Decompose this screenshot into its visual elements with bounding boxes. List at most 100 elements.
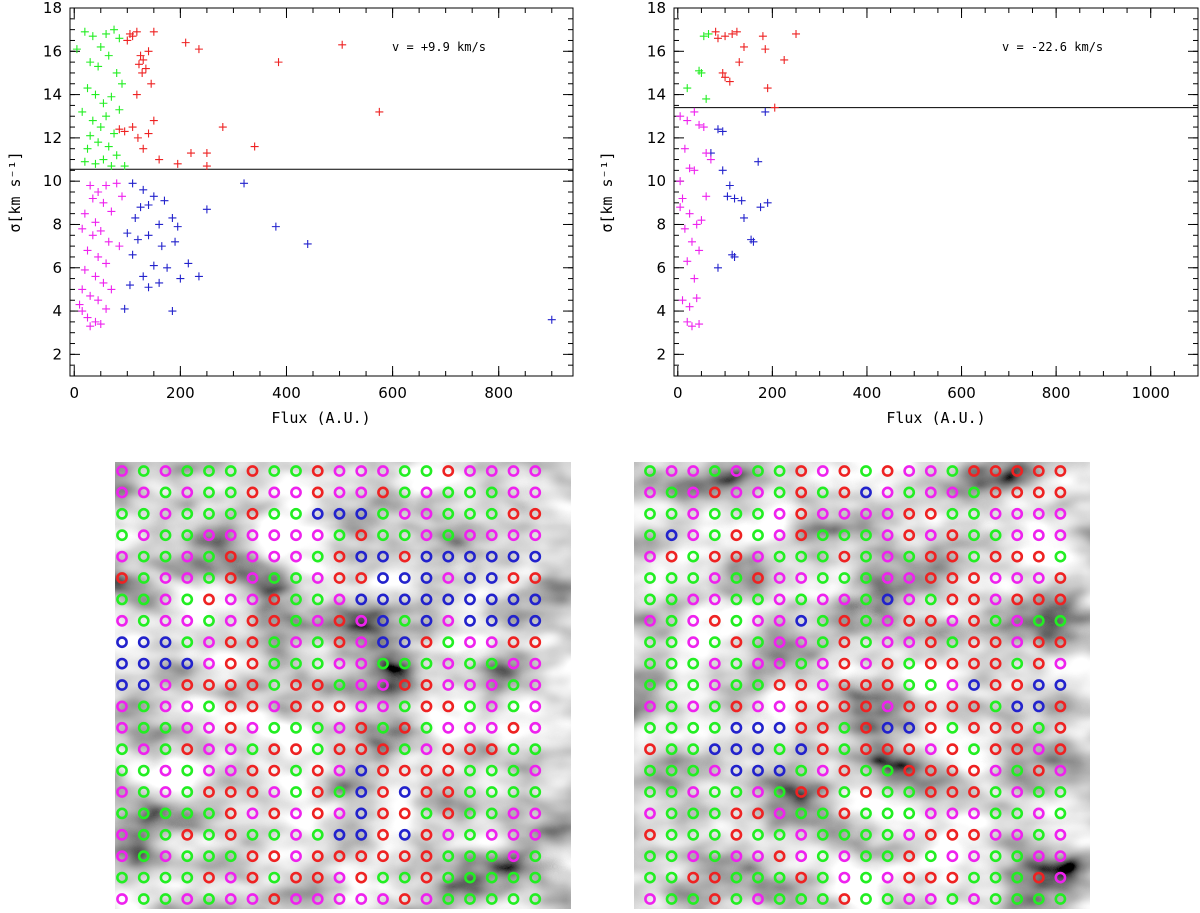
map-marker-green [464,850,476,863]
map-marker-green [268,572,281,584]
map-marker-red [398,893,411,905]
map-marker-green [398,465,411,477]
map-marker-blue [398,593,411,606]
scatter-point-magenta [692,220,701,229]
scatter-point-magenta [83,313,92,322]
map-marker-magenta [485,636,498,649]
map-marker-magenta [860,507,872,520]
scatter-point-magenta [99,278,108,287]
map-marker-green [687,893,700,905]
map-marker-green [860,893,872,905]
map-marker-green [1011,764,1024,777]
map-marker-red [311,871,324,884]
scatter-point-blue [136,203,145,212]
map-marker-green [203,893,215,905]
map-marker-magenta [665,465,678,477]
scatter-point-blue [128,179,137,188]
map-marker-red [816,786,829,798]
map-marker-blue [137,679,150,691]
map-marker-green [246,743,259,756]
map-marker-red [246,486,259,499]
map-marker-green [377,871,389,884]
map-marker-magenta [795,850,808,863]
scatter-point-blue [133,235,142,244]
map-marker-green [311,743,324,756]
y-tick-label: 6 [52,259,62,277]
map-marker-magenta [246,550,259,563]
map-marker-magenta [485,529,498,542]
map-marker-red [860,786,872,798]
map-marker-green [464,828,476,841]
map-marker-red [246,871,259,884]
map-marker-magenta [268,529,281,542]
map-marker-red [946,700,959,713]
scatter-point-magenta [699,123,708,132]
map-marker-blue [420,593,433,606]
map-marker-magenta [485,700,498,713]
map-marker-green [485,893,498,905]
map-marker-red [442,786,455,798]
map-marker-red [968,636,980,649]
map-marker-red [1032,550,1045,563]
map-marker-green [644,764,656,777]
map-marker-red [989,679,1002,691]
map-marker-magenta [159,507,172,520]
map-marker-magenta [529,807,542,820]
map-marker-magenta [290,636,302,649]
scatter-point-magenta [102,259,111,268]
scatter-point-red [141,64,150,73]
scatter-point-green [86,131,95,140]
map-marker-blue [730,743,743,756]
map-marker-green [1054,893,1067,905]
y-tick-label: 6 [656,259,666,277]
map-marker-red [398,764,411,777]
map-marker-green [268,636,281,649]
x-tick-label: 1000 [1132,384,1170,402]
map-marker-magenta [116,486,128,499]
scatter-point-green [102,29,111,38]
map-marker-green [203,700,215,713]
map-marker-magenta [398,507,411,520]
map-marker-red [946,743,959,756]
map-marker-magenta [816,593,829,606]
map-marker-magenta [687,465,700,477]
map-marker-magenta [203,743,215,756]
scatter-point-blue [149,192,158,201]
map-marker-green [730,614,743,627]
map-marker-blue [507,550,520,563]
map-marker-green [398,743,411,756]
scatter-point-green [83,84,92,93]
map-marker-magenta [355,465,368,477]
map-marker-green [224,465,237,477]
scatter-point-blue [176,274,185,283]
map-marker-red [420,636,433,649]
scatter-point-magenta [78,307,87,316]
scatter-point-green [94,62,103,71]
map-marker-red [507,636,520,649]
scatter-panel-right: v = -22.6 km/s Flux (A.U.) σ[km s⁻¹] 0 20… [598,0,1199,427]
map-marker-green [752,529,764,542]
map-marker-magenta [924,529,937,542]
scatter-point-magenta [695,120,704,129]
map-marker-green [159,486,172,499]
map-marker-green [137,550,150,563]
map-marker-green [464,486,476,499]
map-marker-red [730,700,743,713]
scatter-point-green [99,155,108,164]
map-marker-red [181,679,194,691]
map-marker-red [1054,743,1067,756]
map-marker-red [311,807,324,820]
map-marker-magenta [1054,828,1067,841]
map-marker-green [507,743,520,756]
map-marker-magenta [773,700,786,713]
map-marker-green [881,786,894,798]
scatter-point-magenta [107,207,116,216]
scatter-point-magenta [676,177,685,186]
map-marker-green [708,828,721,841]
map-marker-red [1011,593,1024,606]
map-marker-red [181,828,194,841]
map-marker-magenta [224,743,237,756]
map-marker-green [420,807,433,820]
map-marker-red [1032,636,1045,649]
map-marker-red [420,828,433,841]
